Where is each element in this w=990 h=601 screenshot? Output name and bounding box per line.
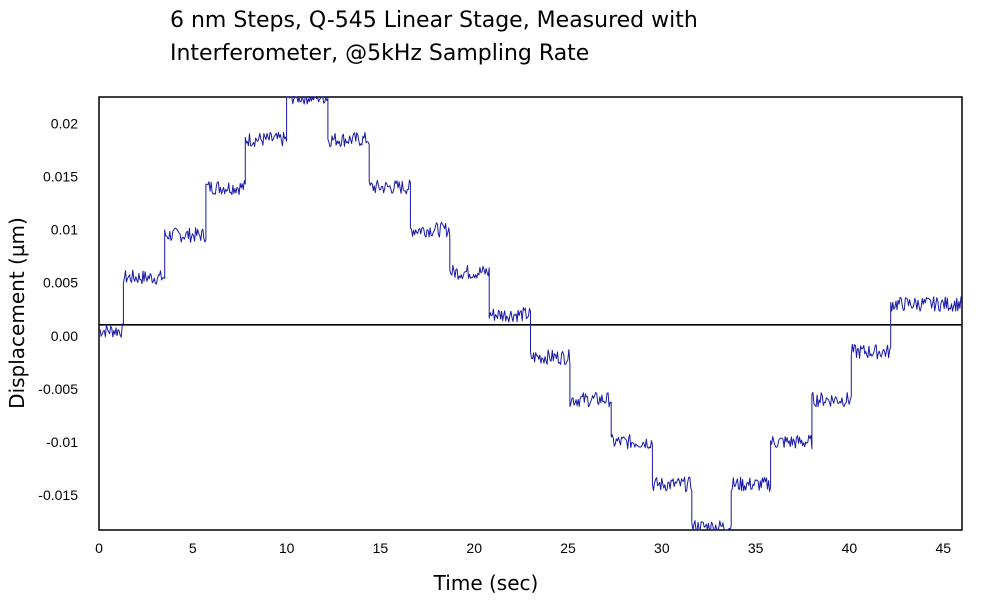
y-tick-label: 0.005 (43, 275, 78, 291)
x-tick-label: 30 (654, 540, 670, 556)
x-axis-ticks: 0 5 10 15 20 25 30 35 40 45 (95, 540, 951, 556)
chart-title-line-2: Interferometer, @5kHz Sampling Rate (170, 41, 590, 66)
x-tick-label: 45 (935, 540, 951, 556)
series-line-displacement (98, 96, 963, 531)
y-tick-label: 0.01 (51, 222, 78, 238)
x-tick-label: 25 (560, 540, 576, 556)
y-tick-label: 0.02 (51, 116, 78, 132)
y-axis-label: Displacement (µm) (5, 217, 29, 409)
x-tick-label: 20 (466, 540, 482, 556)
x-tick-label: 15 (373, 540, 389, 556)
x-axis-label: Time (sec) (433, 571, 539, 595)
chart-title: 6 nm Steps, Q-545 Linear Stage, Measured… (170, 4, 870, 70)
y-tick-label: 0.015 (43, 169, 78, 185)
plot-frame (98, 96, 963, 531)
y-tick-label: -0.01 (46, 434, 78, 450)
x-tick-label: 35 (748, 540, 764, 556)
chart-title-line-1: 6 nm Steps, Q-545 Linear Stage, Measured… (170, 8, 698, 33)
y-axis-ticks: 0.02 0.015 0.01 0.005 0.00 -0.005 -0.01 -0.015 (38, 116, 78, 503)
y-tick-label: -0.005 (38, 381, 78, 397)
y-tick-label: 0.00 (51, 328, 78, 344)
y-tick-label: -0.015 (38, 487, 78, 503)
x-tick-label: 5 (189, 540, 197, 556)
x-tick-label: 10 (279, 540, 295, 556)
x-tick-label: 40 (842, 540, 858, 556)
x-tick-label: 0 (95, 540, 103, 556)
